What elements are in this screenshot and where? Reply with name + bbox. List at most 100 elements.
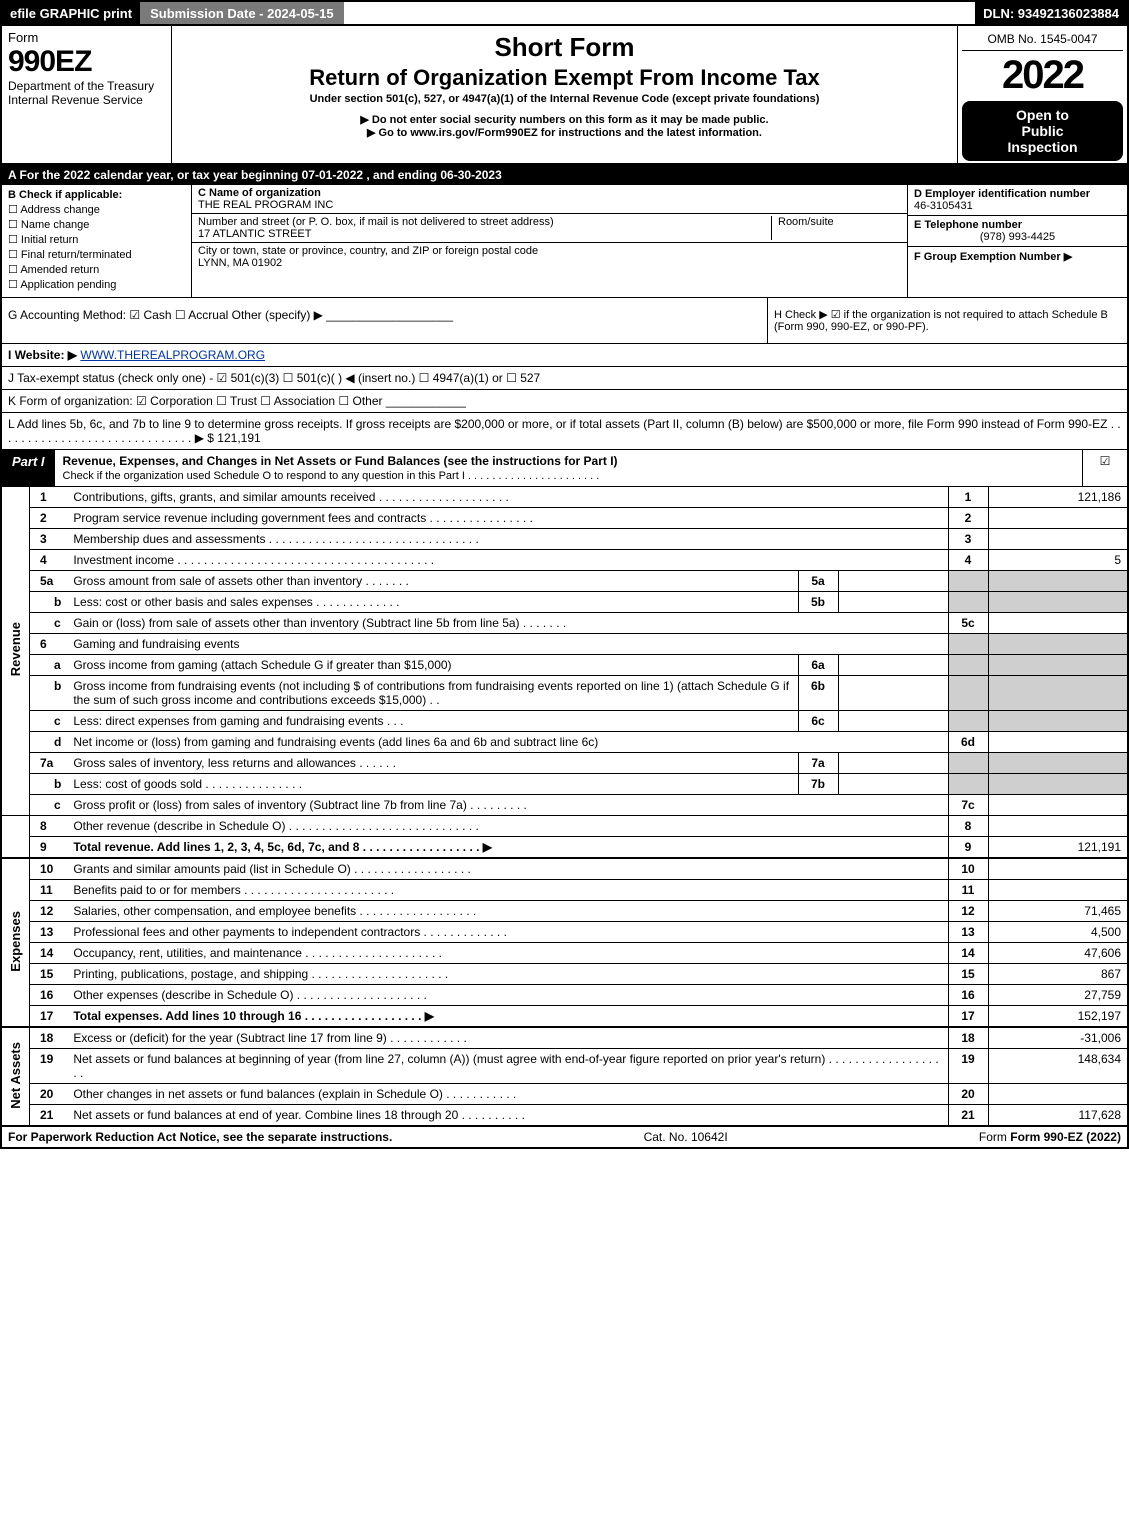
tax-year: 2022 [962,51,1123,99]
row-j-tax-exempt: J Tax-exempt status (check only one) - ☑… [0,367,1129,390]
l12-num: 12 [30,901,68,922]
form-header: Form 990EZ Department of the Treasury In… [0,26,1129,165]
l20-num: 20 [30,1084,68,1105]
l11-desc: Benefits paid to or for members . . . . … [67,880,948,901]
title-return: Return of Organization Exempt From Incom… [180,65,949,91]
l6a-inval [838,655,948,676]
top-bar: efile GRAPHIC print Submission Date - 20… [0,0,1129,26]
chk-initial-return[interactable]: Initial return [8,233,185,246]
box-d-ein: D Employer identification number 46-3105… [908,185,1127,216]
l6b-outval [988,676,1128,711]
l6d-num: d [30,732,68,753]
l21-num: 21 [30,1105,68,1126]
l17-outnum: 17 [948,1006,988,1028]
chk-final-return[interactable]: Final return/terminated [8,248,185,261]
dept-line-1: Department of the Treasury [8,79,165,93]
submission-date: Submission Date - 2024-05-15 [140,2,344,24]
l17-outval: 152,197 [988,1006,1128,1028]
chk-amended-return[interactable]: Amended return [8,263,185,276]
room-suite-label: Room/suite [771,216,901,240]
l6-outval [988,634,1128,655]
l6a-outnum [948,655,988,676]
part-1-tab: Part I [2,450,55,486]
row-k-form-of-org: K Form of organization: ☑ Corporation ☐ … [0,390,1129,413]
chk-name-change[interactable]: Name change [8,218,185,231]
l6b-outnum [948,676,988,711]
l9-outval: 121,191 [988,837,1128,859]
l6d-outval [988,732,1128,753]
l9-num: 9 [30,837,68,859]
l14-outnum: 14 [948,943,988,964]
chk-application-pending[interactable]: Application pending [8,278,185,291]
l2-desc: Program service revenue including govern… [67,508,948,529]
l20-outnum: 20 [948,1084,988,1105]
l14-num: 14 [30,943,68,964]
l9-desc: Total revenue. Add lines 1, 2, 3, 4, 5c,… [67,837,948,859]
l16-outnum: 16 [948,985,988,1006]
row-street: Number and street (or P. O. box, if mail… [192,214,907,243]
l4-outval: 5 [988,550,1128,571]
l5c-outnum: 5c [948,613,988,634]
line-20: 20 Other changes in net assets or fund b… [1,1084,1128,1105]
line-21: 21 Net assets or fund balances at end of… [1,1105,1128,1126]
l19-num: 19 [30,1049,68,1084]
l6b-desc: Gross income from fundraising events (no… [67,676,798,711]
l5b-outval [988,592,1128,613]
l13-outval: 4,500 [988,922,1128,943]
header-left: Form 990EZ Department of the Treasury In… [2,26,172,163]
l10-desc: Grants and similar amounts paid (list in… [67,858,948,880]
l10-outnum: 10 [948,858,988,880]
l3-num: 3 [30,529,68,550]
l19-outnum: 19 [948,1049,988,1084]
l6-desc: Gaming and fundraising events [67,634,948,655]
l5b-num: b [30,592,68,613]
l8-outnum: 8 [948,816,988,837]
l11-num: 11 [30,880,68,901]
street-value: 17 ATLANTIC STREET [198,228,312,240]
col-b-header: B Check if applicable: [8,189,185,201]
l12-desc: Salaries, other compensation, and employ… [67,901,948,922]
part-1-checkbox[interactable]: ☑ [1082,450,1127,486]
l7b-outnum [948,774,988,795]
l6c-inval [838,711,948,732]
column-def: D Employer identification number 46-3105… [907,185,1127,297]
footer-left: For Paperwork Reduction Act Notice, see … [8,1130,392,1144]
line-5a: 5a Gross amount from sale of assets othe… [1,571,1128,592]
bcdef-block: B Check if applicable: Address change Na… [0,185,1129,298]
l5b-outnum [948,592,988,613]
row-org-name: C Name of organization THE REAL PROGRAM … [192,185,907,214]
l1-num: 1 [30,487,68,508]
l16-num: 16 [30,985,68,1006]
l2-outval [988,508,1128,529]
omb-number: OMB No. 1545-0047 [962,28,1123,51]
l7b-outval [988,774,1128,795]
l18-desc: Excess or (deficit) for the year (Subtra… [67,1027,948,1049]
l7b-inval [838,774,948,795]
part-1-table: Revenue 1 Contributions, gifts, grants, … [0,487,1129,1126]
line-7c: c Gross profit or (loss) from sales of i… [1,795,1128,816]
column-c-org-info: C Name of organization THE REAL PROGRAM … [192,185,907,297]
line-11: 11 Benefits paid to or for members . . .… [1,880,1128,901]
l7a-outval [988,753,1128,774]
line-9: 9 Total revenue. Add lines 1, 2, 3, 4, 5… [1,837,1128,859]
line-19: 19 Net assets or fund balances at beginn… [1,1049,1128,1084]
line-6a: a Gross income from gaming (attach Sched… [1,655,1128,676]
part-1-subtitle: Check if the organization used Schedule … [63,470,600,482]
l13-outnum: 13 [948,922,988,943]
line-3: 3 Membership dues and assessments . . . … [1,529,1128,550]
website-link[interactable]: WWW.THEREALPROGRAM.ORG [80,348,265,362]
l5b-desc: Less: cost or other basis and sales expe… [67,592,798,613]
phone-value: (978) 993-4425 [914,231,1121,243]
l6c-outnum [948,711,988,732]
row-i-website: I Website: ▶ WWW.THEREALPROGRAM.ORG [0,344,1129,367]
line-7a: 7a Gross sales of inventory, less return… [1,753,1128,774]
l5a-inval [838,571,948,592]
chk-address-change[interactable]: Address change [8,203,185,216]
l15-num: 15 [30,964,68,985]
part-1-title-text: Revenue, Expenses, and Changes in Net As… [63,454,618,468]
l21-outnum: 21 [948,1105,988,1126]
l15-outnum: 15 [948,964,988,985]
box-f-group-exemption: F Group Exemption Number ▶ [908,247,1127,266]
l5a-outnum [948,571,988,592]
org-name-value: THE REAL PROGRAM INC [198,199,333,211]
